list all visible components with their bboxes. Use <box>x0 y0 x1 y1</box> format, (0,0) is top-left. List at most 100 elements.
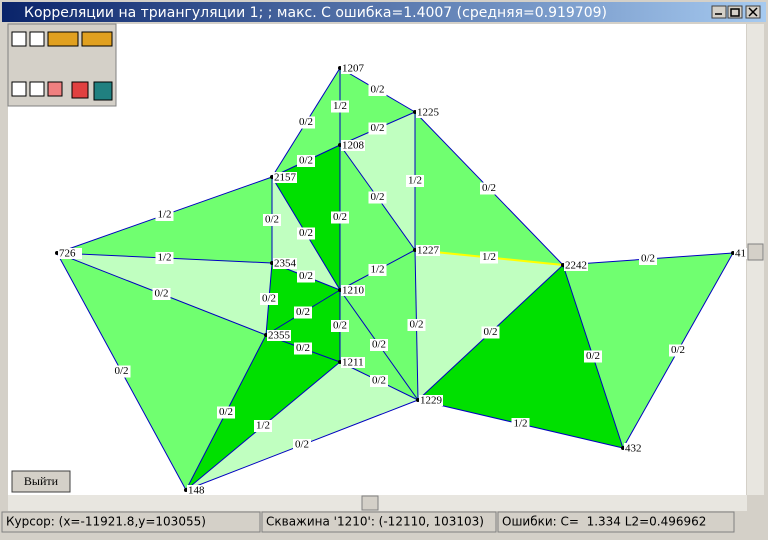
exit-button-label: Выйти <box>24 474 59 488</box>
edge-label: 0/2 <box>482 182 496 194</box>
node-label-bg <box>341 357 365 368</box>
edge-label-bg <box>263 214 281 226</box>
edge-label-bg <box>480 182 498 195</box>
triangle <box>266 263 340 335</box>
status-errors: Ошибки: C= 1.334 L2=0.496962 <box>502 515 706 529</box>
edge-label-bg <box>368 84 387 96</box>
edge-label-bg <box>481 326 500 339</box>
triangle <box>186 335 340 490</box>
triangle <box>266 290 340 362</box>
edge-label: 0/2 <box>114 365 128 377</box>
triangle <box>340 68 415 145</box>
status-cursor: Курсор: (x=-11921.8,y=103055) <box>6 515 206 529</box>
edge-label-bg <box>368 264 387 276</box>
edge-label: 0/2 <box>296 342 310 354</box>
edge-label: 0/2 <box>372 339 386 351</box>
node-label-bg <box>624 443 648 454</box>
toolbar <box>7 23 117 107</box>
window-buttons[interactable] <box>711 5 761 19</box>
node-label: 1225 <box>417 107 440 119</box>
triangle <box>186 362 418 490</box>
node-label-bg <box>341 285 365 296</box>
edge-label-bg <box>639 253 657 265</box>
edge-label: 0/2 <box>262 293 276 305</box>
node-label: 1210 <box>342 285 365 297</box>
triangle <box>57 253 266 490</box>
edge-label-bg <box>254 420 272 432</box>
node-label: 41 <box>735 248 746 260</box>
node-label-bg <box>416 107 440 118</box>
edge-label: 0/2 <box>299 270 313 282</box>
edge-label-bg <box>294 306 312 319</box>
tool-button[interactable] <box>93 81 113 101</box>
node-label: 1211 <box>342 357 364 369</box>
exit-button[interactable] <box>11 470 71 493</box>
node-label-bg <box>341 63 365 74</box>
edge-label: 1/2 <box>370 264 384 276</box>
title-bar <box>2 2 766 22</box>
node-label-bg <box>564 260 588 271</box>
triangle <box>415 250 563 400</box>
edge-label-bg <box>331 211 349 224</box>
tool-button[interactable] <box>29 31 45 47</box>
tool-button[interactable] <box>71 81 89 99</box>
status-pane <box>497 511 735 533</box>
triangle <box>563 253 733 448</box>
node-label: 432 <box>625 443 642 455</box>
node-label: 726 <box>59 248 76 260</box>
edge-label: 1/2 <box>157 209 171 221</box>
edge-label: 0/2 <box>372 375 386 387</box>
triangle <box>418 265 623 448</box>
edge-label: 0/2 <box>154 288 168 300</box>
edge-label: 0/2 <box>296 306 310 318</box>
node-label: 2354 <box>274 258 297 270</box>
node-label-bg <box>341 140 365 151</box>
edge-label-bg <box>293 439 311 451</box>
edge-label-bg <box>584 350 602 363</box>
edge-label: 0/2 <box>641 253 655 265</box>
edge-label: 0/2 <box>299 155 313 167</box>
edge-label: 0/2 <box>265 214 279 226</box>
edge-label: 0/2 <box>299 116 313 128</box>
edge-label-bg <box>155 252 174 264</box>
scroll-thumb[interactable] <box>361 495 379 511</box>
tool-button[interactable] <box>47 31 79 47</box>
status-well: Скважина '1210': (-12110, 103103) <box>266 515 484 529</box>
minimize[interactable] <box>711 5 727 19</box>
edge-label-bg <box>480 251 498 264</box>
tool-button[interactable] <box>29 81 45 97</box>
window-title: Корреляции на триангуляции 1; ; макс. C … <box>24 5 607 21</box>
edge-label-bg <box>368 122 387 135</box>
tool-button[interactable] <box>47 81 63 97</box>
node-label: 1208 <box>342 140 365 152</box>
node-label-bg <box>267 330 291 341</box>
edge-label: 0/2 <box>483 326 497 338</box>
edge-label: 0/2 <box>295 439 309 451</box>
node-label-bg <box>419 395 443 406</box>
node-label: 1207 <box>342 63 365 75</box>
edge-label: 0/2 <box>370 122 384 134</box>
edge-label-bg <box>297 116 315 129</box>
edge-label: 0/2 <box>409 319 423 331</box>
edge-label-bg <box>294 342 312 355</box>
node-label: 2242 <box>565 260 587 272</box>
node-label: 1229 <box>420 395 443 407</box>
tool-button[interactable] <box>11 31 27 47</box>
node-label-bg <box>58 248 82 259</box>
edge-label: 0/2 <box>370 84 384 96</box>
edge-label-bg <box>368 191 387 204</box>
edge-label: 0/2 <box>299 227 313 239</box>
edge-label: 1/2 <box>513 418 527 430</box>
tool-button[interactable] <box>11 81 27 97</box>
node-label: 148 <box>188 485 205 497</box>
edge-label-bg <box>297 227 315 240</box>
edge-label: 1/2 <box>157 252 171 264</box>
tool-button[interactable] <box>81 31 113 47</box>
scroll-thumb[interactable] <box>747 243 764 261</box>
edge-label: 1/2 <box>408 175 422 187</box>
node-label-bg <box>416 245 440 256</box>
edge-label-bg <box>155 209 174 221</box>
edge-label: 0/2 <box>219 406 233 418</box>
edge-label-bg <box>112 365 131 378</box>
